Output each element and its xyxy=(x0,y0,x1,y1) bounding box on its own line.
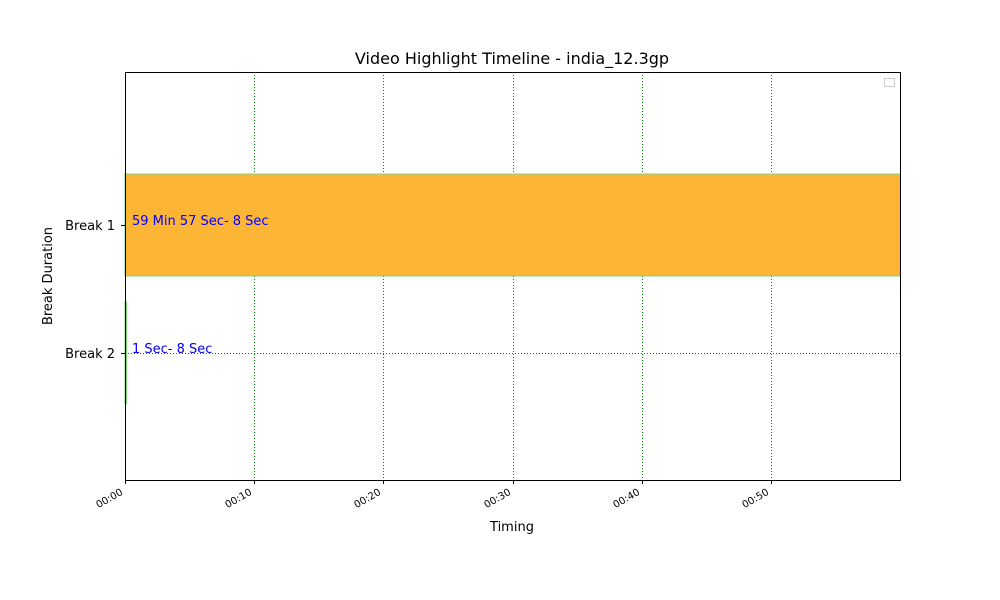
bar-label: 1 Sec- 8 Sec xyxy=(132,342,212,357)
chart-title: Video Highlight Timeline - india_12.3gp xyxy=(355,49,669,69)
x-tick-label: 00:50 xyxy=(741,487,771,511)
x-tick-label: 00:40 xyxy=(612,487,642,511)
x-tick-label: 00:00 xyxy=(95,487,125,511)
x-tick-label: 00:20 xyxy=(353,487,383,511)
x-axis-label: Timing xyxy=(489,520,534,535)
bar-labels: 59 Min 57 Sec- 8 Sec 1 Sec- 8 Sec xyxy=(132,214,269,357)
y-ticks: Break 1 Break 2 xyxy=(65,219,125,362)
plot-area: 59 Min 57 Sec- 8 Sec 1 Sec- 8 Sec xyxy=(124,72,901,481)
y-tick-label: Break 1 xyxy=(65,219,115,234)
y-axis-label: Break Duration xyxy=(41,227,56,325)
y-tick-label: Break 2 xyxy=(65,347,115,362)
x-tick-label: 00:10 xyxy=(224,487,254,511)
bar-label: 59 Min 57 Sec- 8 Sec xyxy=(132,214,269,229)
x-ticks: 00:00 00:10 00:20 00:30 00:40 00:50 xyxy=(95,480,772,511)
x-tick-label: 00:30 xyxy=(483,487,513,511)
legend-box xyxy=(884,78,895,87)
